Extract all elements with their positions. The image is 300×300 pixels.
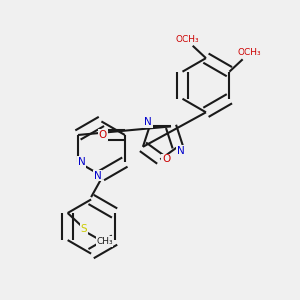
Text: N: N	[144, 117, 152, 127]
Text: N: N	[177, 146, 184, 156]
Text: O: O	[99, 130, 107, 140]
Text: N: N	[78, 157, 86, 167]
Text: OCH₃: OCH₃	[176, 35, 199, 44]
Text: N: N	[94, 171, 102, 181]
Text: N: N	[94, 171, 102, 181]
Text: O: O	[162, 154, 170, 164]
Text: CH₃: CH₃	[96, 237, 113, 246]
Text: S: S	[80, 224, 87, 234]
Text: OCH₃: OCH₃	[237, 48, 261, 57]
